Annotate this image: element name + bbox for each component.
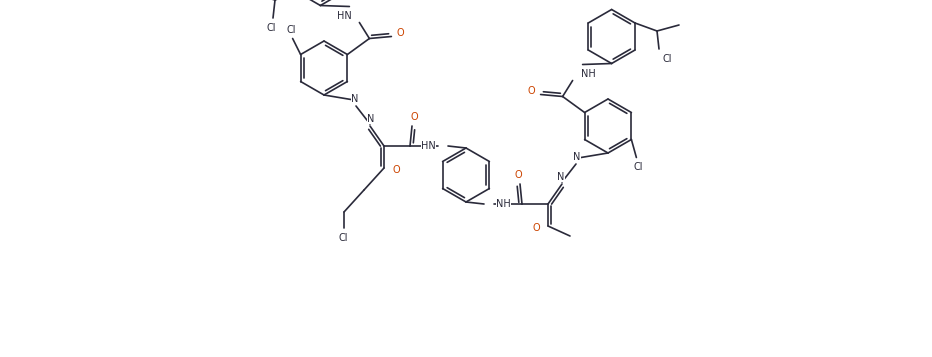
Text: N: N — [351, 94, 359, 104]
Text: O: O — [410, 112, 418, 122]
Text: Cl: Cl — [663, 54, 672, 64]
Text: N: N — [557, 172, 565, 182]
Text: N: N — [367, 114, 375, 124]
Text: HN: HN — [336, 10, 351, 20]
Text: NH: NH — [496, 199, 511, 209]
Text: HN: HN — [421, 141, 436, 151]
Text: Cl: Cl — [287, 25, 296, 35]
Text: O: O — [392, 165, 400, 175]
Text: O: O — [528, 85, 535, 96]
Text: Cl: Cl — [267, 23, 276, 33]
Text: NH: NH — [581, 69, 596, 79]
Text: O: O — [397, 27, 404, 37]
Text: Cl: Cl — [338, 233, 348, 243]
Text: O: O — [532, 223, 540, 233]
Text: O: O — [514, 170, 522, 180]
Text: Cl: Cl — [634, 161, 643, 171]
Text: N: N — [573, 152, 581, 162]
